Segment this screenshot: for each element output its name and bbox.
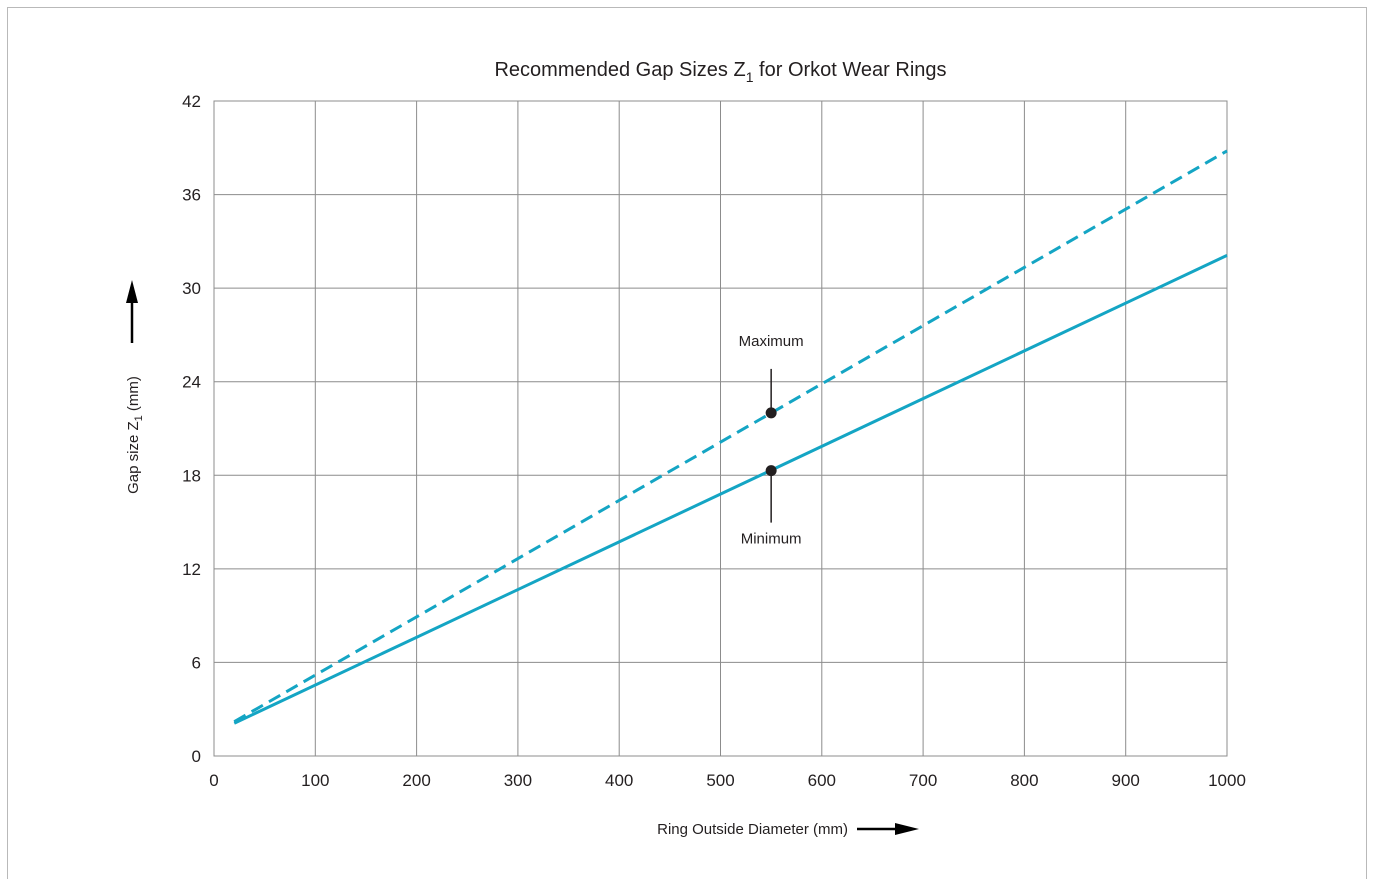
tick-labels: 0 100 200 300 400 500 600 700 800 900 1000 0 6 12 18 24…: [182, 92, 1246, 790]
annotation-label-minimum: Minimum: [741, 531, 802, 548]
y-tick-label-7: 42: [182, 92, 201, 111]
grid: [213, 100, 1228, 757]
series-line-maximum: [233, 149, 1228, 723]
x-tick-label-6: 600: [808, 771, 836, 790]
x-tick-label-4: 400: [605, 771, 633, 790]
x-tick-label-5: 500: [706, 771, 734, 790]
x-axis-title: Ring Outside Diameter (mm): [657, 821, 919, 838]
arrow-up-icon: [126, 280, 138, 343]
annotations: Maximum Minimum: [739, 333, 804, 548]
x-tick-label-10: 1000: [1208, 771, 1246, 790]
arrow-right-icon: [857, 823, 919, 835]
x-tick-label-2: 200: [402, 771, 430, 790]
chart-title: Recommended Gap Sizes Z1 for Orkot Wear …: [494, 59, 946, 85]
y-axis-label: Gap size Z1 (mm): [125, 376, 145, 494]
y-axis-title: Gap size Z1 (mm): [125, 280, 145, 494]
y-tick-label-1: 6: [192, 653, 201, 672]
plot-border: [213, 100, 1228, 757]
x-axis-label: Ring Outside Diameter (mm): [657, 821, 848, 838]
x-tick-label-3: 300: [504, 771, 532, 790]
annotation-point-minimum: [765, 465, 777, 477]
series-layer: [233, 149, 1228, 725]
x-tick-label-0: 0: [209, 771, 218, 790]
x-tick-label-7: 700: [909, 771, 937, 790]
y-tick-label-4: 24: [182, 373, 201, 392]
x-arrow-head: [895, 823, 919, 835]
x-tick-label-1: 100: [301, 771, 329, 790]
y-tick-label-5: 30: [182, 279, 201, 298]
y-tick-label-6: 36: [182, 186, 201, 205]
x-tick-label-8: 800: [1010, 771, 1038, 790]
y-tick-label-2: 12: [182, 560, 201, 579]
annotation-point-maximum: [765, 407, 777, 419]
y-arrow-head: [126, 280, 138, 303]
y-tick-label-0: 0: [192, 747, 201, 766]
series-line-minimum: [233, 254, 1228, 725]
x-tick-label-9: 900: [1112, 771, 1140, 790]
chart-frame: [7, 7, 1367, 879]
y-tick-label-3: 18: [182, 466, 201, 485]
annotation-label-maximum: Maximum: [739, 333, 804, 350]
